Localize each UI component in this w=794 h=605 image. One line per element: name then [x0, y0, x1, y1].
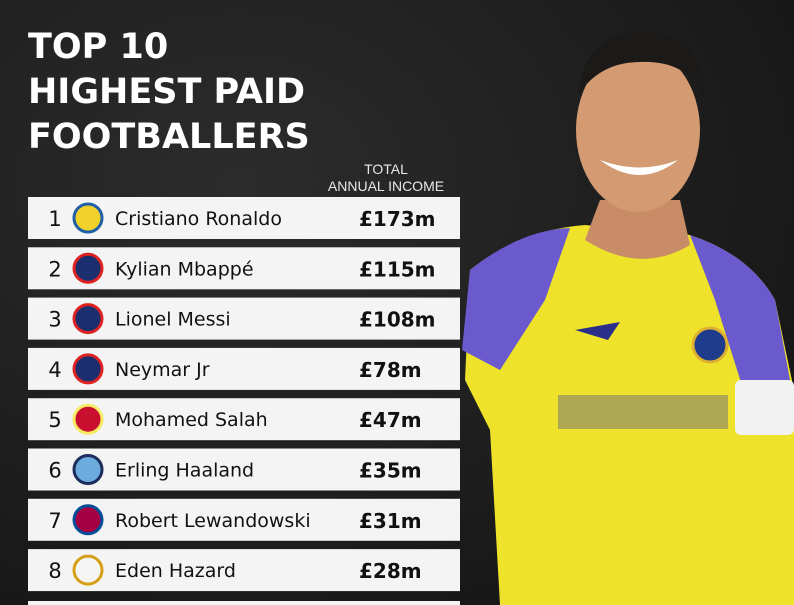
player-name: Neymar Jr [115, 359, 210, 381]
club-badge [72, 504, 104, 536]
club-badge [72, 454, 104, 485]
rank: 3 [48, 308, 61, 332]
sponsor [558, 395, 728, 429]
income: £47m [359, 408, 422, 432]
crest [691, 326, 729, 364]
club-badge [72, 252, 104, 284]
income: £115m [359, 257, 436, 281]
player-photo [462, 31, 794, 605]
income: £35m [359, 459, 422, 483]
rank: 1 [48, 207, 61, 231]
sponsor-logo [575, 322, 620, 340]
rank: 5 [48, 408, 61, 432]
player-name: Erling Haaland [115, 460, 254, 482]
rank: 7 [48, 509, 61, 533]
income: £108m [359, 308, 436, 332]
income: £28m [359, 559, 422, 583]
rank: 4 [48, 358, 61, 382]
income: £78m [359, 358, 422, 382]
row-partial [28, 601, 460, 605]
player-name: Mohamed Salah [115, 409, 268, 431]
club-badge [72, 303, 104, 335]
column-header: TOTAL [364, 161, 408, 177]
club-badge [72, 353, 104, 385]
player-name: Eden Hazard [115, 560, 236, 582]
club-badge [72, 202, 104, 234]
income: £173m [359, 207, 436, 231]
title-line: TOP 10 [28, 27, 168, 67]
rank: 6 [48, 459, 61, 483]
shirt [465, 225, 794, 605]
rank: 2 [48, 257, 61, 281]
income: £31m [359, 509, 422, 533]
club-badge [72, 403, 104, 435]
left-sleeve [462, 228, 570, 370]
club-badge [72, 554, 104, 586]
player-name: Lionel Messi [115, 309, 231, 331]
title-line: FOOTBALLERS [28, 117, 310, 157]
hair [578, 31, 705, 101]
face [576, 48, 700, 212]
right-sleeve [690, 235, 790, 395]
rank: 8 [48, 559, 61, 583]
title-line: HIGHEST PAID [28, 72, 305, 112]
neck [585, 200, 690, 259]
smile [600, 160, 678, 175]
column-header: ANNUAL INCOME [328, 178, 444, 194]
player-name: Robert Lewandowski [115, 510, 311, 532]
armband [735, 380, 794, 435]
player-name: Kylian Mbappé [115, 258, 254, 280]
ranking-table: 1 Cristiano Ronaldo £173m 2 Kylian Mbappé £11… [28, 197, 460, 592]
player-name: Cristiano Ronaldo [115, 208, 282, 230]
